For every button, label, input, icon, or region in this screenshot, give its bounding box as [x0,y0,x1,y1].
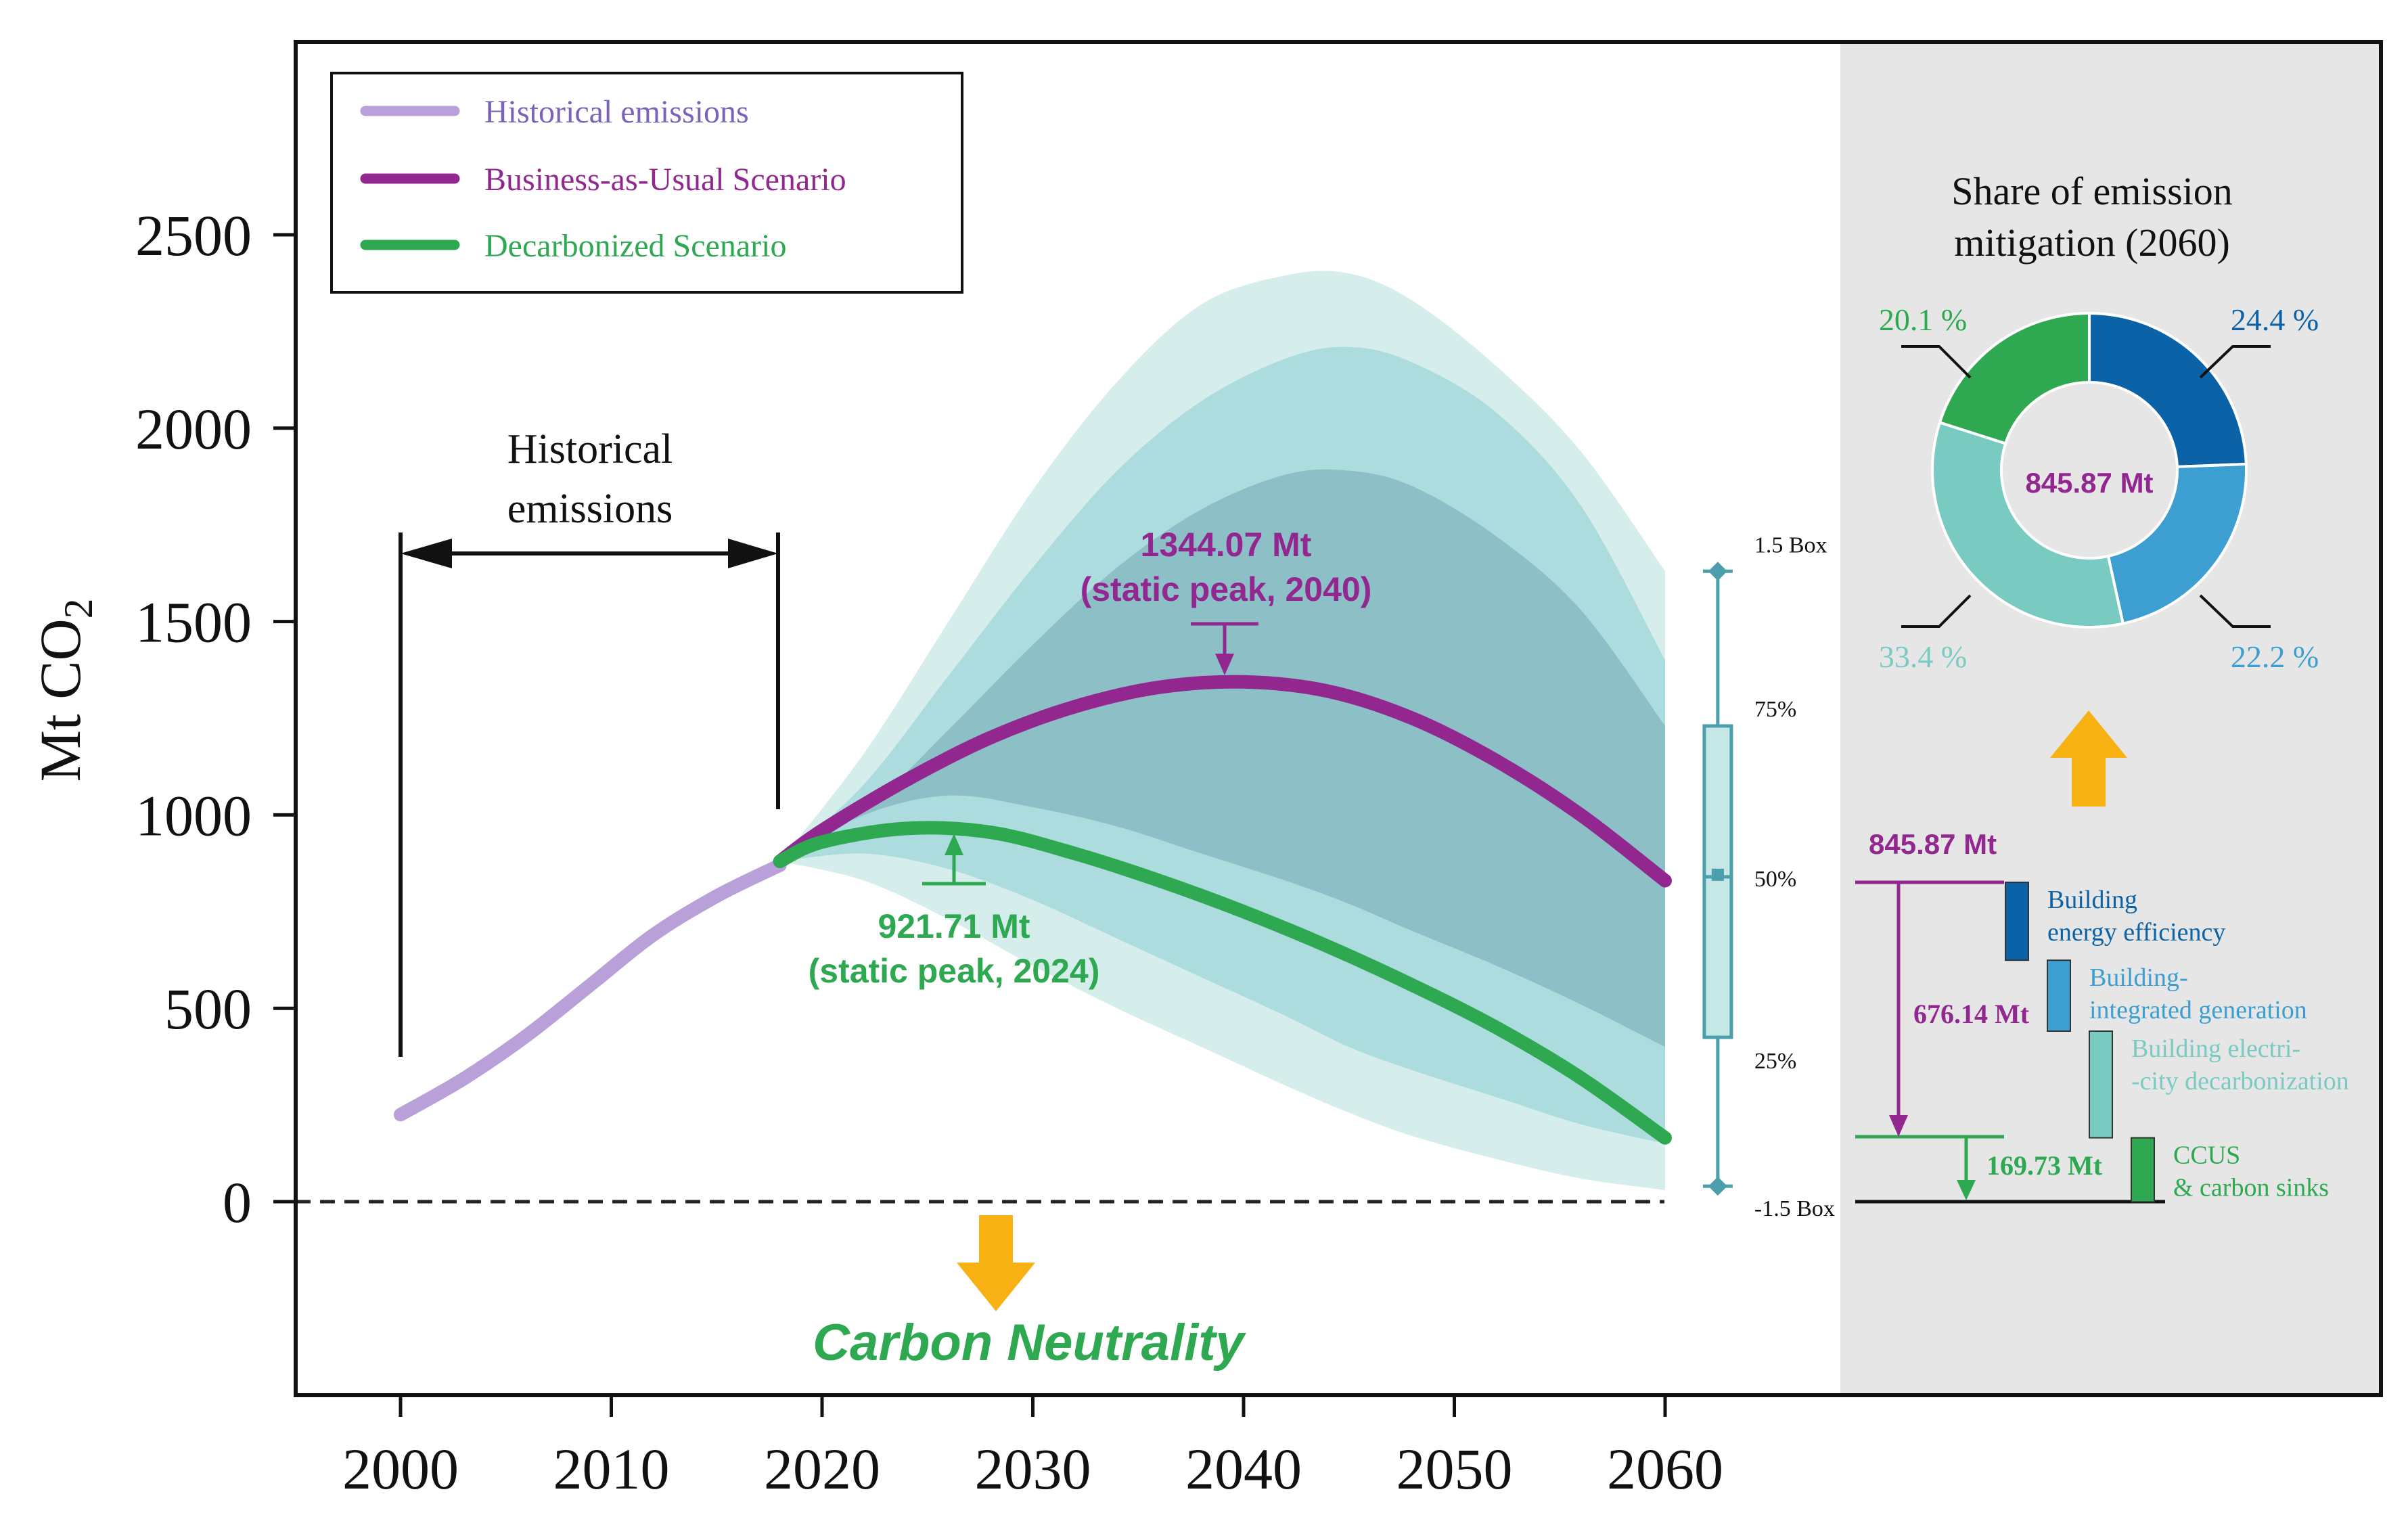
historical-label-2: emissions [507,486,673,532]
decarbonized-line [773,821,1672,1145]
donut-title-line2: mitigation (2060) [1954,221,2230,265]
series-lines [394,675,1672,1145]
y-tick-label: 0 [223,1170,252,1235]
x-axis: 2000 2010 2020 2030 2040 2050 2060 [342,1395,1723,1501]
waterfall-label-2-line2: integrated generation [2089,996,2307,1024]
waterfall-bar-4 [2131,1137,2155,1203]
boxplot-box [1702,724,1733,1039]
historical-line [394,858,787,1122]
waterfall-bars: Building energy efficiency Building-integr… [2005,882,2349,1203]
waterfall-bau-gap: 676.14 Mt [1913,999,2030,1029]
panel-up-arrow [2050,710,2127,807]
donut-label-ccus: 20.1 % [1879,302,1967,337]
donut-label-efficiency: 24.4 % [2231,302,2319,337]
boxplot-cap-marker [1708,1177,1727,1196]
waterfall-bar-2 [2047,959,2071,1032]
waterfall-bau-arrow [1889,882,1908,1137]
boxplot-label-whisker-low: -1.5 Box [1754,1196,1835,1221]
x-tick-label: 2050 [1396,1436,1513,1501]
x-tick-label: 2020 [764,1436,880,1501]
boxplot-label-whisker-high: 1.5 Box [1754,532,1827,558]
legend-label-decarbonized: Decarbonized Scenario [484,228,786,264]
y-axis-label-main: Mt CO [28,618,93,781]
donut-label-decarbonization: 33.4 % [1879,639,1967,674]
waterfall-bar-3 [2089,1030,2113,1139]
waterfall-label-4-line1: CCUS [2173,1141,2240,1170]
x-tick-label: 2040 [1185,1436,1302,1501]
main-chart: Historical emissions 1344.07 Mt (static … [296,271,1835,1371]
waterfall-label-2-line1: Building- [2089,963,2188,992]
donut-leaders [1901,345,2271,628]
uncertainty-bands [779,271,1665,1190]
donut-label-generation: 22.2 % [2231,639,2319,674]
waterfall-dec-gap: 169.73 Mt [1986,1150,2103,1181]
legend-label-historical: Historical emissions [484,94,749,130]
uncertainty-band-3 [779,469,1665,1047]
waterfall-label-3-line1: Building electri- [2131,1035,2300,1063]
boxplot-cap-marker [1708,562,1727,581]
waterfall-label-4-line2: & carbon sinks [2173,1174,2329,1202]
waterfall-label-3-line2: -city decarbonization [2131,1067,2349,1095]
dec-peak-note: (static peak, 2024) [809,952,1100,990]
carbon-neutrality-label: Carbon Neutrality [813,1314,1246,1371]
historical-label-1: Historical [507,426,673,472]
waterfall-label-1-line2: energy efficiency [2047,918,2225,947]
boxplot-mean [1711,868,1724,881]
x-tick-label: 2030 [975,1436,1091,1501]
bau-peak-marker [1191,622,1258,675]
bau-peak-value: 1344.07 Mt [1141,526,1312,564]
waterfall-label-1-line1: Building [2047,886,2137,914]
donut-title-line1: Share of emission [1951,169,2233,213]
donut-slice-1 [2088,311,2248,468]
x-tick-label: 2060 [1607,1436,1723,1501]
boxplot-label-q3: 75% [1754,697,1796,722]
legend: Historical emissions Business-as-Usual S… [330,72,963,294]
mitigation-panel [1840,42,2381,1395]
bau-peak-note: (static peak, 2040) [1081,570,1372,608]
y-tick-label: 2500 [135,203,252,268]
bau-line [773,675,1672,888]
donut-chart: Share of emission mitigation (2060) 845.… [1879,169,2319,674]
y-tick-label: 1000 [135,783,252,848]
historical-bracket [399,532,780,1057]
donut-slice-3 [1931,420,2125,629]
dec-peak-value: 921.71 Mt [878,907,1030,945]
y-tick-label: 500 [164,976,252,1041]
y-axis-label: Mt CO2 [28,598,101,781]
boxplot-label-q1: 25% [1754,1049,1796,1074]
waterfall-bar-1 [2005,882,2029,961]
donut-slices [1931,311,2248,629]
waterfall-dec-arrow [1957,1137,1976,1200]
legend-label-bau: Business-as-Usual Scenario [484,162,846,198]
donut-slice-4 [1938,311,2091,445]
donut-center-label: 845.87 Mt [2025,467,2153,499]
boxplot: 1.5 Box 75% 50% 25% -1.5 Box [1702,532,1835,1221]
waterfall: 845.87 Mt 676.14 Mt 169.73 Mt Building en… [1855,828,2349,1204]
y-axis: 0 500 1000 1500 2000 2500 [135,203,296,1235]
y-tick-label: 2000 [135,396,252,461]
boxplot-label-median: 50% [1754,867,1796,892]
y-axis-label-subscript: 2 [56,598,101,618]
dec-peak-marker [922,834,986,886]
waterfall-top-value: 845.87 Mt [1869,828,1997,860]
x-tick-label: 2000 [342,1436,459,1501]
carbon-neutrality-arrow [957,1215,1035,1311]
y-tick-label: 1500 [135,590,252,655]
plot-frame [294,40,2383,1397]
x-tick-label: 2010 [553,1436,670,1501]
donut-slice-2 [2106,462,2248,625]
